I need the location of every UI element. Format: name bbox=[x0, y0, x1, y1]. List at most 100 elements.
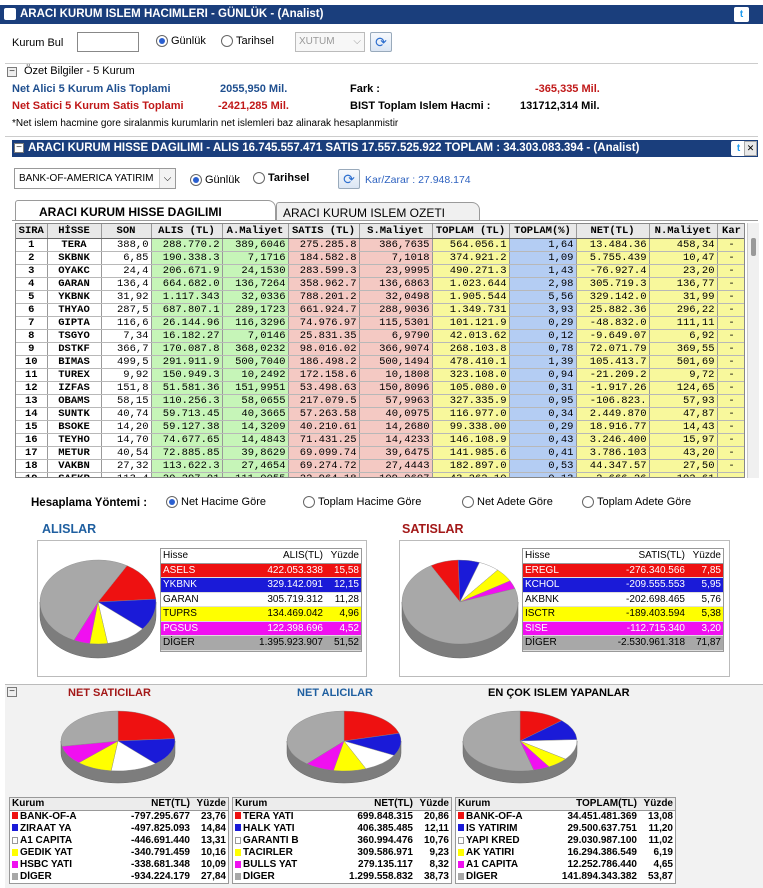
legend-row[interactable]: AKBNK -202.698.465 5,76 bbox=[523, 592, 723, 608]
table-row[interactable]: 12 IZFAS 151,8 51.581.36 151,9951 53.498.63 15… bbox=[16, 381, 744, 395]
column-header[interactable]: SIRA bbox=[16, 224, 48, 239]
table-row[interactable]: 7 GIPTA 116,6 26.144.96 116,3296 74.976.97 115… bbox=[16, 316, 744, 330]
column-header[interactable]: A.Maliyet bbox=[222, 224, 289, 239]
table-row[interactable]: 14 SUNTK 40,74 59.713.45 40,3665 57.263.58 40,… bbox=[16, 407, 744, 421]
calc-option-toplam-hacim[interactable]: Toplam Hacime Göre bbox=[303, 496, 421, 509]
pie-slice-di-ger[interactable] bbox=[39, 559, 128, 641]
pie-slice-di-ger[interactable] bbox=[286, 710, 345, 765]
color-swatch-icon bbox=[458, 836, 464, 844]
calc-option-net-hacim[interactable]: Net Hacime Göre bbox=[166, 496, 266, 509]
panel-daily-label: Günlük bbox=[205, 174, 240, 186]
bottom-row[interactable]: DİGER -934.224.179 27,84 bbox=[10, 871, 228, 883]
panel-period-radio[interactable]: Tarihsel bbox=[253, 172, 309, 185]
legend-row[interactable]: KCHOL -209.555.553 5,95 bbox=[523, 577, 723, 593]
column-header[interactable]: SON bbox=[101, 224, 152, 239]
bottom-row[interactable]: BANK-OF-A 34.451.481.369 13,08 bbox=[456, 810, 675, 823]
legend-row[interactable]: YKBNK 329.142.091 12,15 bbox=[161, 577, 361, 593]
refresh-button[interactable]: ⟳ bbox=[370, 32, 392, 52]
bottom-row[interactable]: GEDIK YAT -340.791.459 10,16 bbox=[10, 847, 228, 859]
pie-slice-asels[interactable] bbox=[97, 565, 157, 603]
index-select[interactable]: XUTUM ⌵ bbox=[295, 32, 365, 52]
table-row[interactable]: 5 YKBNK 31,92 1.117.343 32,0336 788.201.2 32,0… bbox=[16, 290, 744, 304]
grid-scrollbar[interactable] bbox=[747, 223, 759, 478]
bottom-row[interactable]: DİGER 141.894.343.382 53,87 bbox=[456, 871, 675, 883]
legend-row[interactable]: DİGER 1.395.923.907 51,52 bbox=[161, 635, 361, 652]
table-row[interactable]: 8 TSGYO 7,34 16.182.27 7,0146 25.831.35 6,9790… bbox=[16, 329, 744, 343]
bottom-row[interactable]: AK YATIRI 16.294.386.549 6,19 bbox=[456, 847, 675, 859]
table-row[interactable]: 18 VAKBN 27,32 113.622.3 27,4654 69.274.72 27,… bbox=[16, 459, 744, 473]
bottom-row[interactable]: IS YATIRIM 29.500.637.751 11,20 bbox=[456, 823, 675, 835]
column-header[interactable]: SATIS (TL) bbox=[288, 224, 360, 239]
legend-row[interactable]: ASELS 422.053.338 15,58 bbox=[161, 563, 361, 579]
bottom-row[interactable]: HALK YATI 406.385.485 12,11 bbox=[233, 823, 451, 835]
legend-row[interactable]: DİGER -2.530.961.318 71,87 bbox=[523, 635, 723, 652]
bottom-row[interactable]: GARANTI B 360.994.476 10,76 bbox=[233, 835, 451, 847]
column-header[interactable]: ALIS (TL) bbox=[151, 224, 223, 239]
color-swatch-icon bbox=[458, 872, 464, 880]
period-radio[interactable]: Tarihsel bbox=[221, 35, 274, 48]
bottom-name-cell: HALK YATI bbox=[233, 823, 303, 835]
pie-slice-bank-of-a[interactable] bbox=[117, 710, 176, 742]
pie-slice-ziraat-ya[interactable] bbox=[117, 738, 176, 764]
tab-islem-ozeti[interactable]: ARACI KURUM ISLEM OZETI bbox=[276, 202, 480, 221]
table-cell: 99.338.00 bbox=[432, 420, 510, 434]
bottom-row[interactable]: ZIRAAT YA -497.825.093 14,84 bbox=[10, 823, 228, 835]
bottom-row[interactable]: YAPI KRED 29.030.987.100 11,02 bbox=[456, 835, 675, 847]
calc-option-net-adet[interactable]: Net Adete Göre bbox=[462, 496, 553, 509]
index-select-value: XUTUM bbox=[299, 36, 335, 47]
table-row[interactable]: 19SAFKR113,420.297.91111,005522.964.1810… bbox=[16, 472, 744, 477]
column-header[interactable]: TOPLAM(%) bbox=[509, 224, 577, 239]
kurum-search-input[interactable] bbox=[77, 32, 139, 52]
table-row[interactable]: 9 DSTKF 366,7 170.087.8 368,0232 98.016.02 366… bbox=[16, 342, 744, 356]
legend-row[interactable]: EREGL -276.340.566 7,85 bbox=[523, 563, 723, 579]
table-cell: 1,64 bbox=[509, 238, 577, 252]
table-row[interactable]: 13 OBAMS 58,15 110.256.3 58,0655 217.079.5 57,… bbox=[16, 394, 744, 408]
column-header[interactable]: Kar bbox=[717, 224, 744, 239]
pie-slice-tera-yati[interactable] bbox=[343, 710, 400, 742]
legend-row[interactable]: GARAN 305.719.312 11,28 bbox=[161, 592, 361, 608]
scrollbar-thumb[interactable] bbox=[751, 238, 756, 256]
bottom-row[interactable]: HSBC YATI -338.681.348 10,09 bbox=[10, 859, 228, 871]
bottom-row[interactable]: DİGER 1.299.558.832 38,73 bbox=[233, 871, 451, 883]
bottom-row[interactable]: BANK-OF-A -797.295.677 23,76 bbox=[10, 810, 228, 823]
legend-row[interactable]: TUPRS 134.469.042 4,96 bbox=[161, 606, 361, 622]
table-row[interactable]: 1 TERA 388,0 288.770.2 389,6046 275.285.8 386,… bbox=[16, 238, 744, 252]
legend-row[interactable]: PGSUS 122.398.696 4,52 bbox=[161, 621, 361, 637]
column-header[interactable]: N.Maliyet bbox=[649, 224, 718, 239]
table-row[interactable]: 11 TUREX 9,92 150.949.3 10,2492 172.158.6 10,1… bbox=[16, 368, 744, 382]
close-icon[interactable]: ✕ bbox=[744, 141, 757, 156]
twitter-icon[interactable]: t bbox=[731, 141, 746, 156]
pie-slice-di-ger[interactable] bbox=[60, 710, 119, 747]
bottom-row[interactable]: TACIRLER 309.586.971 9,23 bbox=[233, 847, 451, 859]
table-row[interactable]: 15 BSOKE 14,20 59.127.38 14,3209 40.210.61 14,… bbox=[16, 420, 744, 434]
table-row[interactable]: 2 SKBNK 6,85 190.338.3 7,1716 184.582.8 7,1018… bbox=[16, 251, 744, 265]
column-header[interactable]: HİSSE bbox=[47, 224, 102, 239]
column-header[interactable]: TOPLAM (TL) bbox=[432, 224, 510, 239]
bottom-row[interactable]: A1 CAPITA 12.252.786.440 4,65 bbox=[456, 859, 675, 871]
collapse-icon[interactable]: − bbox=[14, 143, 24, 153]
bottom-row[interactable]: BULLS YAT 279.135.117 8,32 bbox=[233, 859, 451, 871]
panel-refresh-button[interactable]: ⟳ bbox=[338, 169, 360, 189]
twitter-icon[interactable]: t bbox=[734, 7, 749, 22]
table-row[interactable]: 3 OYAKC 24,4 206.671.9 24,1530 283.599.3 23,99… bbox=[16, 264, 744, 278]
column-header[interactable]: NET(TL) bbox=[576, 224, 650, 239]
tab-hisse-dagilimi[interactable]: ARACI KURUM HISSE DAGILIMI bbox=[15, 200, 276, 221]
pie-slice-di-ger[interactable] bbox=[462, 710, 535, 772]
daily-radio[interactable]: Günlük bbox=[156, 35, 206, 48]
table-row[interactable]: 17 METUR 40,54 72.885.85 39,8629 69.099.74 39,… bbox=[16, 446, 744, 460]
table-row[interactable]: 6 THYAO 287,5 687.807.1 289,1723 661.924.7 288… bbox=[16, 303, 744, 317]
collapse-icon[interactable]: − bbox=[7, 67, 17, 77]
bottom-row[interactable]: TERA YATI 699.848.315 20,86 bbox=[233, 810, 451, 823]
panel-daily-radio[interactable]: Günlük bbox=[190, 174, 240, 187]
table-row[interactable]: 16 TEYHO 14,70 74.677.65 14,4843 71.431.25 14,… bbox=[16, 433, 744, 447]
table-row[interactable]: 4 GARAN 136,4 664.682.0 136,7264 358.962.7 136… bbox=[16, 277, 744, 291]
pie-slice-di-ger[interactable] bbox=[401, 565, 519, 645]
legend-row[interactable]: ISCTR -189.403.594 5,38 bbox=[523, 606, 723, 622]
legend-row[interactable]: SISE -112.715.340 3,20 bbox=[523, 621, 723, 637]
collapse-icon[interactable]: − bbox=[7, 687, 17, 697]
calc-option-toplam-adet[interactable]: Toplam Adete Göre bbox=[582, 496, 691, 509]
table-row[interactable]: 10 BIMAS 499,5 291.911.9 500,7040 186.498.2 50… bbox=[16, 355, 744, 369]
bottom-row[interactable]: A1 CAPITA -446.691.440 13,31 bbox=[10, 835, 228, 847]
broker-select[interactable]: BANK-OF-AMERICA YATIRIM ⌵ bbox=[14, 168, 176, 189]
column-header[interactable]: S.Maliyet bbox=[359, 224, 433, 239]
